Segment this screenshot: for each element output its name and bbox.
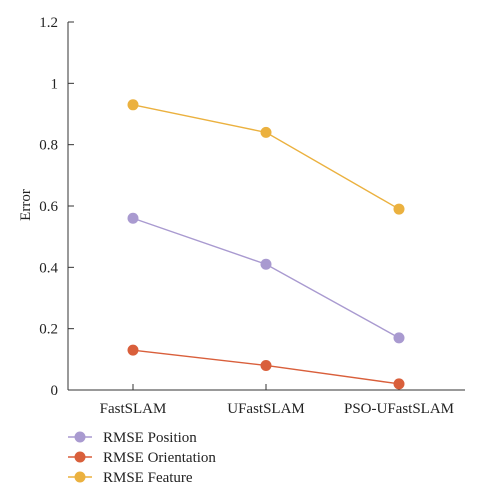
data-point-rmse-position [260,258,272,270]
data-point-rmse-position [127,212,139,224]
y-tick-label: 0 [51,383,59,399]
y-tick-label: 0.2 [39,322,58,338]
series-line-rmse-feature [132,104,400,210]
data-point-rmse-orientation [260,359,272,371]
y-tick-label: 0.8 [39,138,58,154]
data-point-rmse-position [393,332,405,344]
y-tick-label: 0.6 [39,199,58,215]
legend-label-rmse-feature: RMSE Feature [103,470,193,486]
legend-marker-rmse-orientation [74,451,86,463]
legend-marker-rmse-position [74,431,86,443]
data-point-rmse-feature [260,126,272,138]
x-tick-label: PSO-UFastSLAM [344,401,454,417]
y-tick-label: 0.4 [39,260,58,276]
x-tick-label: FastSLAM [100,401,167,417]
legend-label-rmse-orientation: RMSE Orientation [103,450,216,466]
y-tick-label: 1.2 [39,15,58,31]
data-point-rmse-orientation [393,378,405,390]
series-line-rmse-position [132,217,400,339]
y-axis-label: Error [18,189,34,221]
legend-label-rmse-position: RMSE Position [103,430,197,446]
x-tick-label: UFastSLAM [227,401,305,417]
data-point-rmse-orientation [127,344,139,356]
legend-marker-rmse-feature [74,471,86,483]
y-tick-label: 1 [51,76,59,92]
data-point-rmse-feature [127,99,139,111]
data-point-rmse-feature [393,203,405,215]
